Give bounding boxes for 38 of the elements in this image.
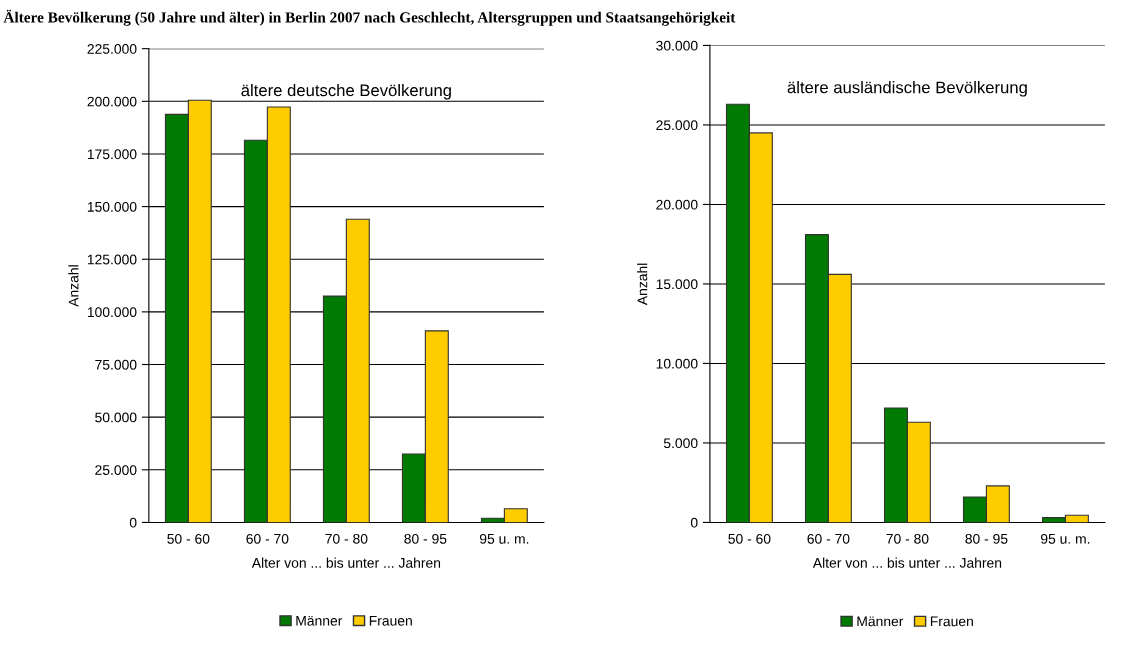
- x-tick-label: 60 - 70: [807, 533, 850, 544]
- y-tick-label: 0: [690, 517, 698, 528]
- y-tick-label: 20.000: [656, 199, 698, 210]
- y-axis-title: Anzahl: [637, 263, 648, 306]
- x-tick-label: 70 - 80: [886, 533, 929, 544]
- y-tick-label: 10.000: [656, 358, 698, 369]
- x-tick-label: 60 - 70: [246, 533, 289, 544]
- annotation: ältere deutsche Bevölkerung: [241, 83, 451, 100]
- x-axis-title: Alter von ... bis unter ... Jahren: [251, 557, 441, 568]
- x-tick-label: 95 u. m.: [1040, 533, 1090, 544]
- y-tick-label: 0: [129, 517, 137, 528]
- y-tick-label: 100.000: [87, 307, 137, 318]
- y-tick-label: 125.000: [87, 254, 137, 265]
- y-tick-label: 50.000: [95, 412, 137, 423]
- x-tick-label: 50 - 60: [728, 533, 771, 544]
- y-tick-label: 175.000: [87, 149, 137, 160]
- y-tick-label: 30.000: [656, 40, 698, 51]
- x-tick-label: 95 u. m.: [479, 533, 529, 544]
- y-tick-label: 200.000: [87, 96, 137, 107]
- legend-label: Männer: [296, 616, 343, 626]
- y-tick-label: 5.000: [663, 438, 698, 449]
- y-tick-label: 150.000: [87, 201, 137, 212]
- y-tick-label: 25.000: [95, 465, 137, 475]
- legend-label: Frauen: [930, 616, 973, 627]
- x-tick-label: 70 - 80: [325, 533, 368, 544]
- x-tick-label: 80 - 95: [404, 533, 447, 544]
- legend-label: Männer: [857, 616, 904, 627]
- chart-title: Ältere Bevölkerung (50 Jahre und älter) in Berlin 2007 nach Geschlecht, Altersgruppen und Staatsangehörigkeit: [3, 9, 736, 26]
- annotation: ältere ausländische Bevölkerung: [787, 81, 1027, 97]
- y-tick-label: 15.000: [656, 279, 698, 290]
- y-tick-label: 25.000: [656, 120, 698, 131]
- x-tick-label: 80 - 95: [965, 533, 1008, 544]
- legend-label: Frauen: [369, 616, 412, 626]
- y-tick-label: 225.000: [87, 44, 137, 54]
- y-axis-title: Anzahl: [68, 265, 79, 307]
- x-tick-label: 50 - 60: [167, 533, 210, 544]
- x-axis-title: Alter von ... bis unter ... Jahren: [812, 557, 1002, 568]
- y-tick-label: 75.000: [95, 359, 137, 370]
